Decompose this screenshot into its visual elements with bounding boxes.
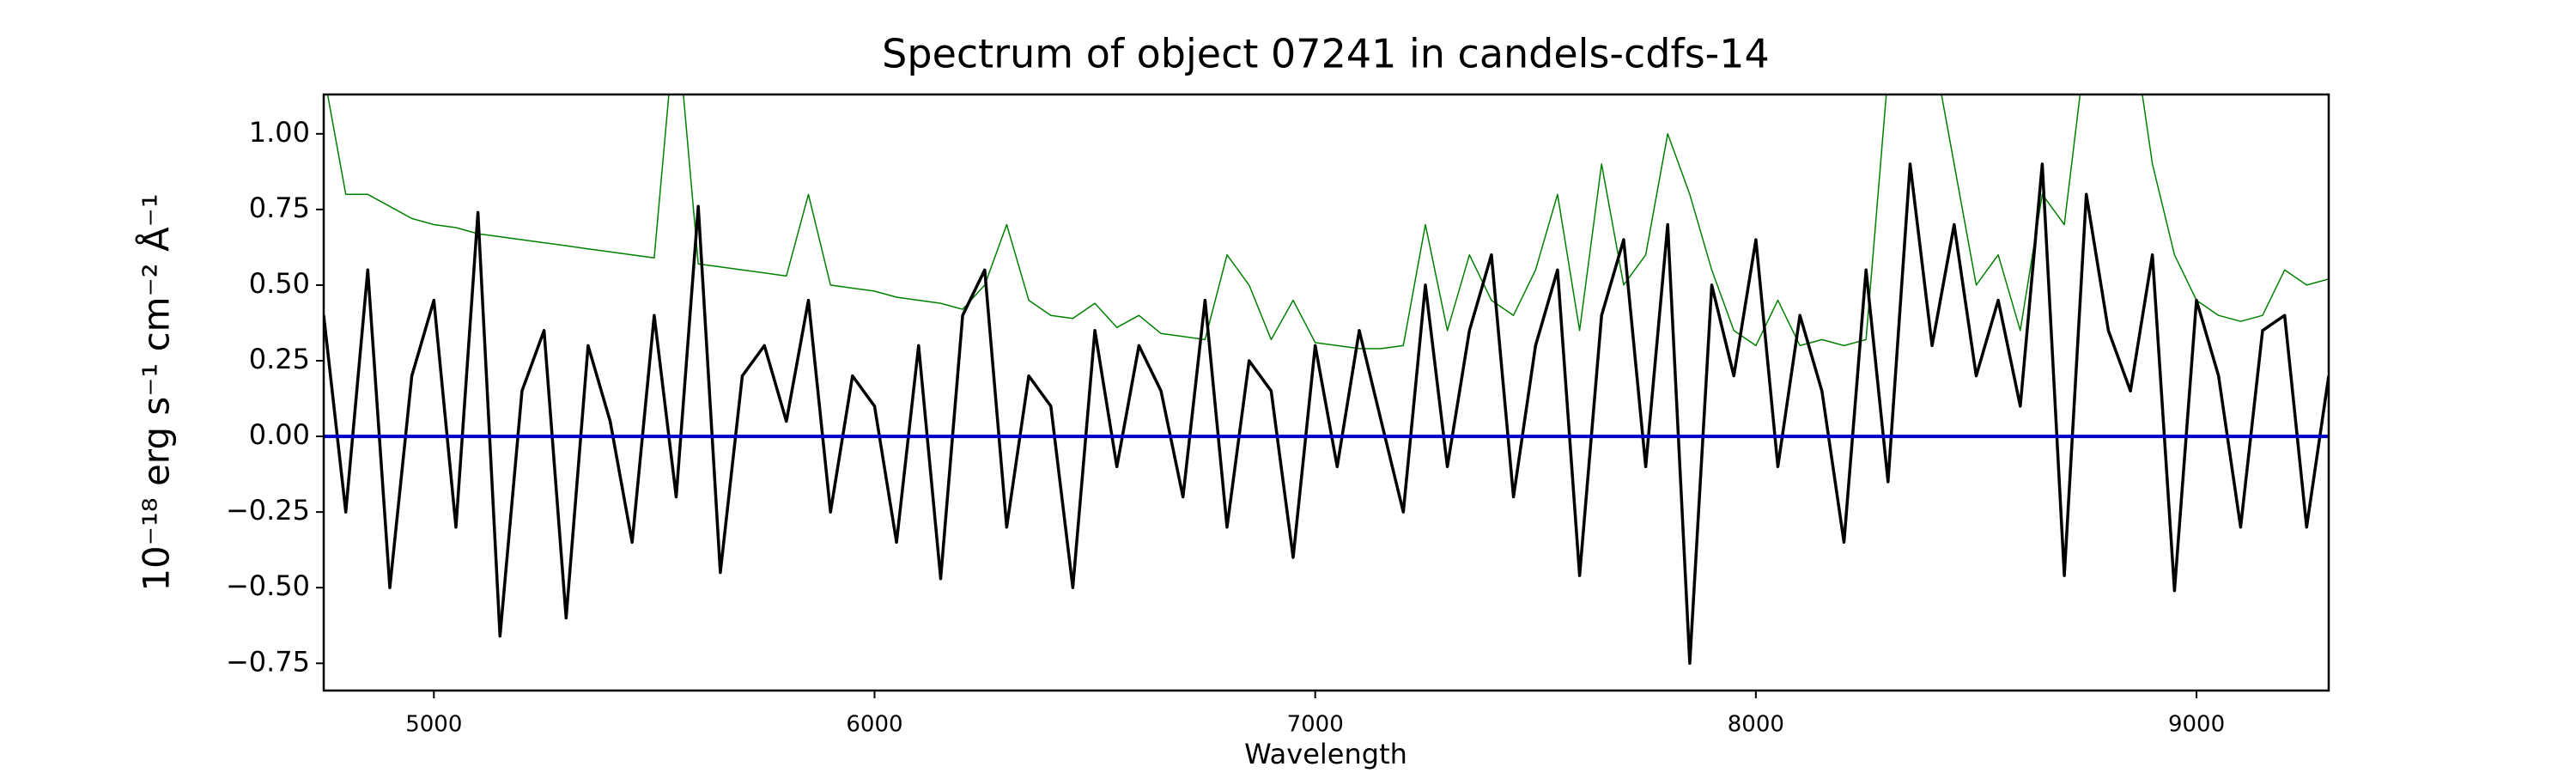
- x-tick-label: 6000: [846, 712, 902, 738]
- x-tick-label: 8000: [1728, 712, 1784, 738]
- y-tick-label: −0.25: [226, 494, 310, 526]
- x-axis-label: Wavelength: [1244, 738, 1407, 770]
- y-tick-label: 1.00: [249, 116, 310, 149]
- y-axis-label: 10⁻¹⁸ erg s⁻¹ cm⁻² Å⁻¹: [135, 193, 178, 591]
- y-tick-label: 0.75: [249, 192, 310, 224]
- plot-area: [324, 94, 2329, 666]
- x-tick-label: 5000: [405, 712, 462, 738]
- y-tick-label: −0.50: [226, 569, 310, 602]
- series-line: [324, 162, 2329, 666]
- series-line: [326, 94, 2329, 350]
- y-tick-label: 0.00: [249, 418, 310, 451]
- y-tick-label: 0.50: [249, 267, 310, 300]
- x-tick-label: 9000: [2168, 712, 2225, 738]
- chart-title: Spectrum of object 07241 in candels-cdfs…: [882, 31, 1770, 77]
- axes-frame: [322, 93, 2330, 692]
- y-tick-label: 0.25: [249, 343, 310, 375]
- x-tick-label: 7000: [1287, 712, 1344, 738]
- y-tick-label: −0.75: [226, 645, 310, 678]
